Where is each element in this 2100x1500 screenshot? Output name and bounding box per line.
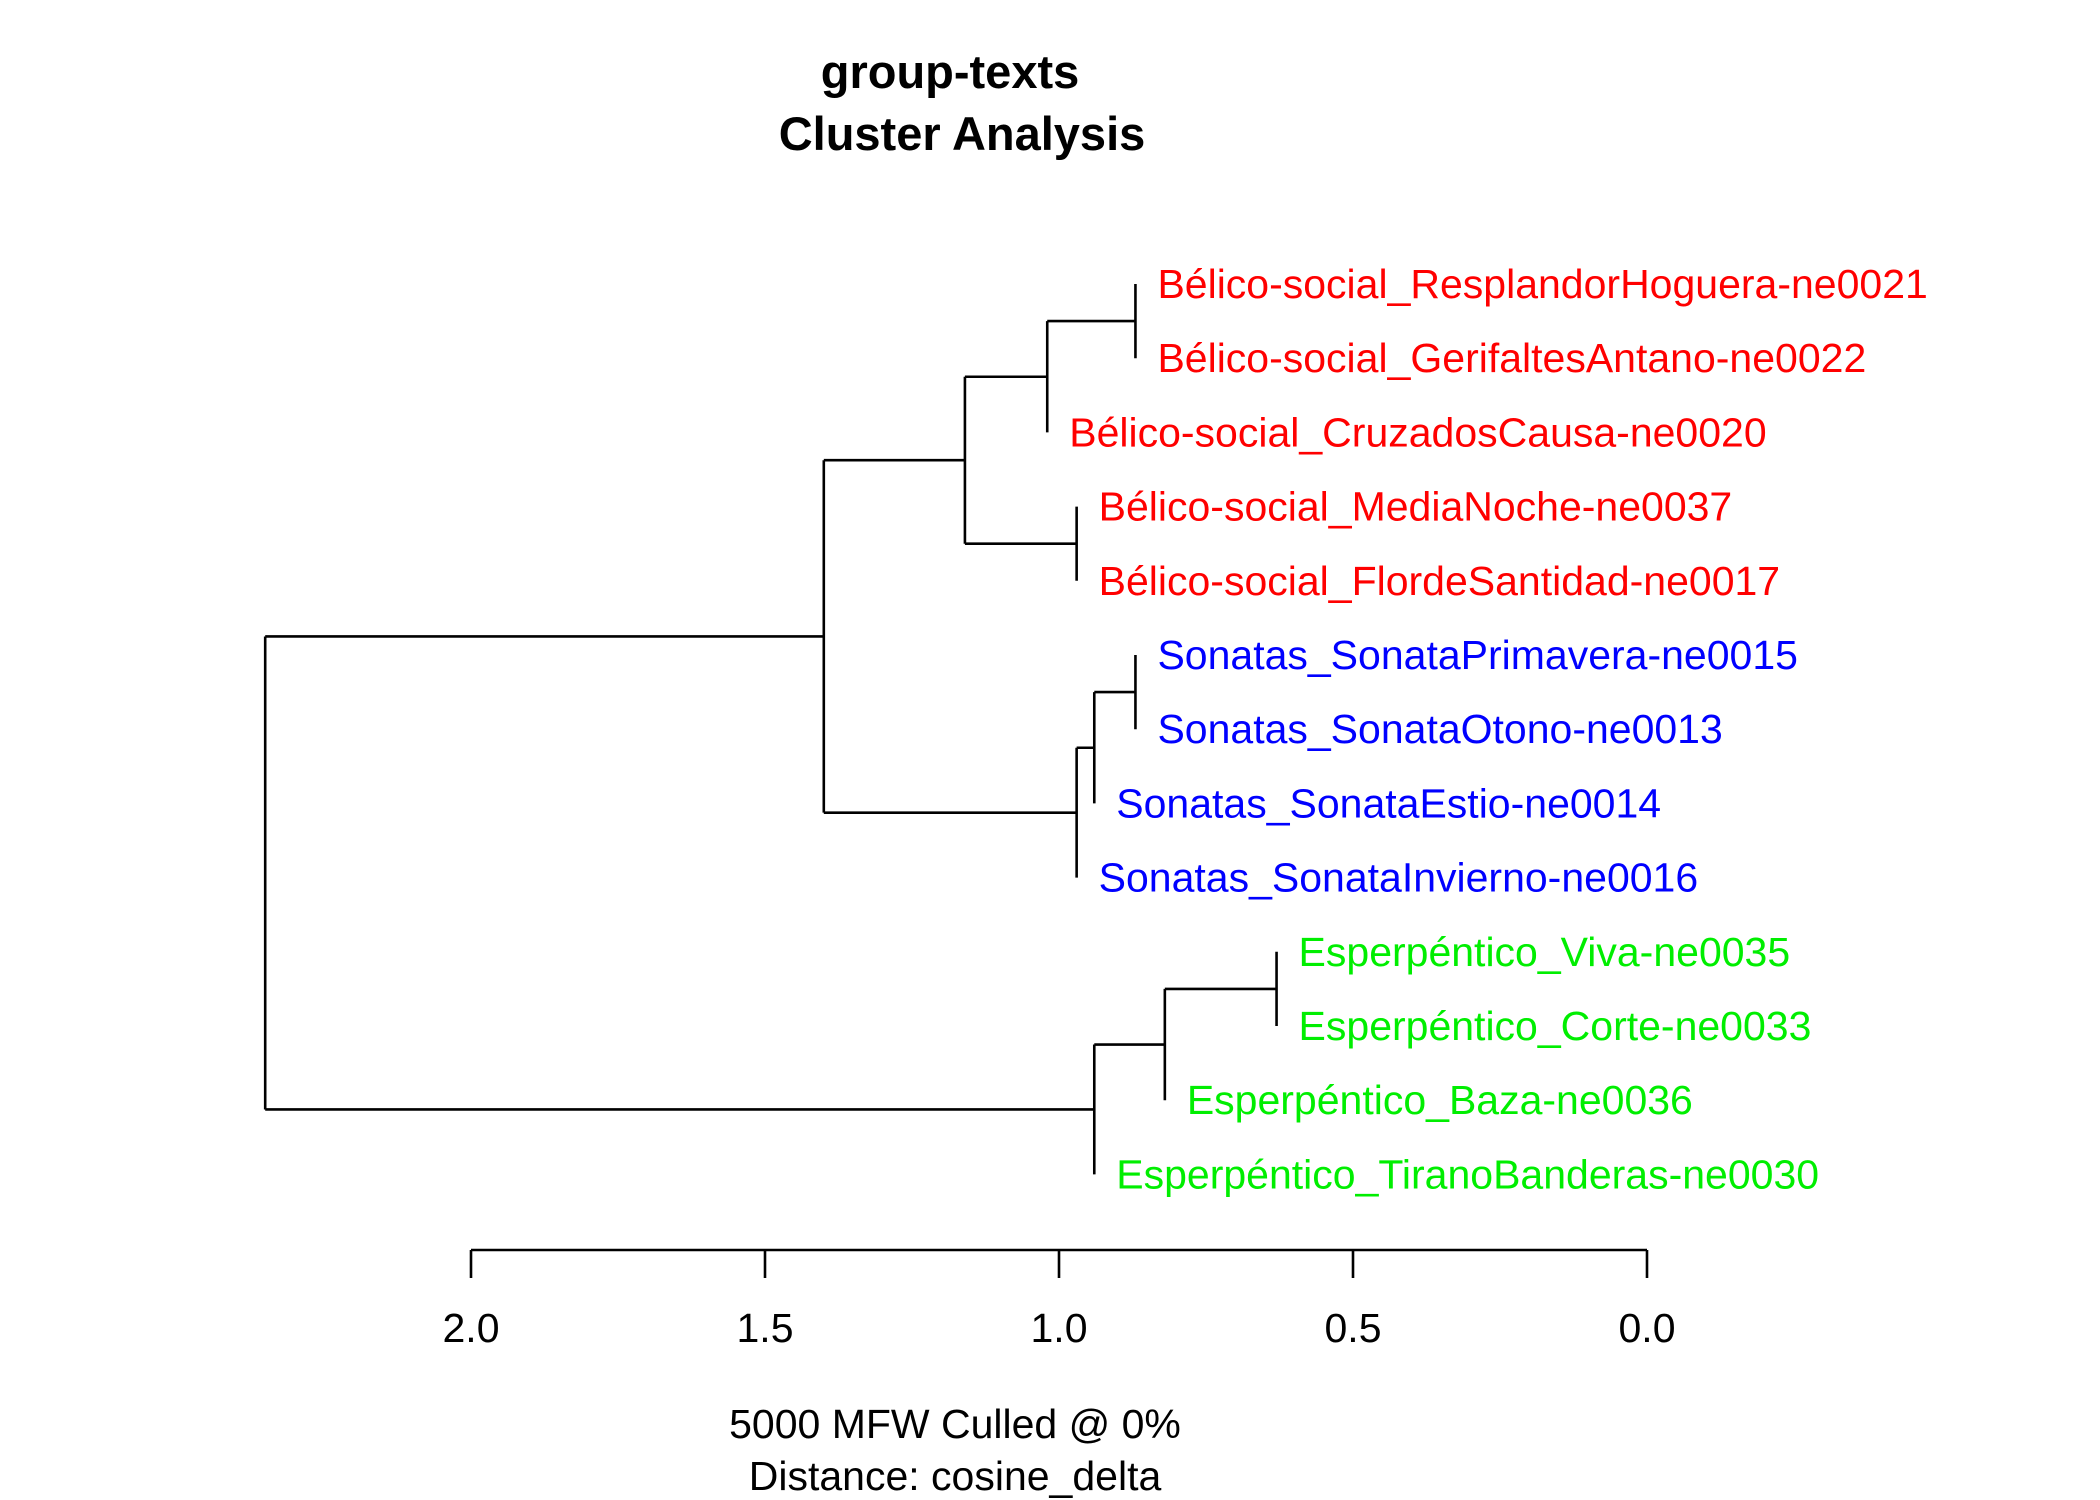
leaf-label: Sonatas_SonataOtono-ne0013: [1157, 706, 1722, 752]
leaf-labels: Bélico-social_ResplandorHoguera-ne0021 Bé…: [1069, 261, 1928, 1197]
leaf-label: Esperpéntico_Corte-ne0033: [1299, 1003, 1812, 1049]
leaf-label: Bélico-social_FlordeSantidad-ne0017: [1099, 558, 1781, 604]
tick-label: 1.5: [737, 1305, 794, 1351]
tick-label: 0.0: [1619, 1305, 1676, 1351]
footer-mfw: 5000 MFW Culled @ 0%: [729, 1401, 1181, 1447]
tick-label: 2.0: [443, 1305, 500, 1351]
tick-label: 1.0: [1031, 1305, 1088, 1351]
leaf-label: Sonatas_SonataInvierno-ne0016: [1099, 855, 1699, 901]
leaf-label: Sonatas_SonataEstio-ne0014: [1116, 780, 1661, 826]
leaf-label: Bélico-social_CruzadosCausa-ne0020: [1069, 409, 1766, 455]
leaf-label: Esperpéntico_TiranoBanderas-ne0030: [1116, 1151, 1819, 1197]
distance-axis: 2.0 1.5 1.0 0.5 0.0: [443, 1248, 1676, 1351]
tick-label: 0.5: [1325, 1305, 1382, 1351]
leaf-label: Bélico-social_ResplandorHoguera-ne0021: [1157, 261, 1927, 307]
leaf-label: Sonatas_SonataPrimavera-ne0015: [1157, 632, 1798, 678]
leaf-label: Bélico-social_MediaNoche-ne0037: [1099, 484, 1733, 530]
leaf-label: Esperpéntico_Viva-ne0035: [1299, 929, 1791, 975]
chart-subtitle: Cluster Analysis: [779, 107, 1146, 160]
leaf-label: Esperpéntico_Baza-ne0036: [1187, 1077, 1693, 1123]
dendrogram-branches: [263, 284, 1278, 1175]
chart-title: group-texts: [821, 45, 1080, 98]
leaf-label: Bélico-social_GerifaltesAntano-ne0022: [1157, 335, 1866, 381]
footer-distance: Distance: cosine_delta: [749, 1453, 1162, 1499]
